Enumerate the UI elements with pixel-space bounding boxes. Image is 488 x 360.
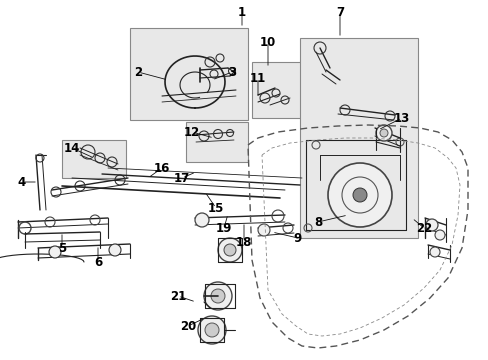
Bar [185, 122, 247, 162]
Circle shape [379, 129, 387, 137]
Text: 4: 4 [18, 175, 26, 189]
Text: 10: 10 [259, 36, 276, 49]
Text: 14: 14 [63, 141, 80, 154]
Text: 18: 18 [235, 235, 252, 248]
Text: 12: 12 [183, 126, 200, 139]
Circle shape [258, 224, 269, 236]
Text: 13: 13 [393, 112, 409, 125]
Circle shape [203, 282, 231, 310]
Text: 3: 3 [227, 66, 236, 78]
Bar [299, 38, 417, 238]
Bar [62, 140, 126, 178]
Text: 8: 8 [313, 216, 322, 229]
Circle shape [204, 323, 219, 337]
Circle shape [49, 246, 61, 258]
Text: 15: 15 [207, 202, 224, 215]
Text: 17: 17 [174, 171, 190, 184]
Circle shape [425, 219, 437, 231]
Text: 21: 21 [169, 289, 186, 302]
Text: 11: 11 [249, 72, 265, 85]
Text: 2: 2 [134, 66, 142, 78]
Circle shape [434, 230, 444, 240]
Text: 6: 6 [94, 256, 102, 269]
Circle shape [195, 213, 208, 227]
Text: 19: 19 [215, 221, 232, 234]
Text: 1: 1 [238, 5, 245, 18]
Bar [130, 28, 247, 120]
Circle shape [352, 188, 366, 202]
Circle shape [218, 238, 242, 262]
Text: 5: 5 [58, 242, 66, 255]
Circle shape [198, 316, 225, 344]
Text: 16: 16 [154, 162, 170, 175]
Circle shape [327, 163, 391, 227]
Text: 22: 22 [415, 221, 431, 234]
Text: 7: 7 [335, 5, 344, 18]
Bar [251, 62, 302, 118]
Circle shape [341, 177, 377, 213]
Text: 9: 9 [293, 231, 302, 244]
Circle shape [210, 289, 224, 303]
Text: 20: 20 [180, 320, 196, 333]
Circle shape [375, 125, 391, 141]
Circle shape [429, 247, 439, 257]
Circle shape [224, 244, 236, 256]
Circle shape [109, 244, 121, 256]
